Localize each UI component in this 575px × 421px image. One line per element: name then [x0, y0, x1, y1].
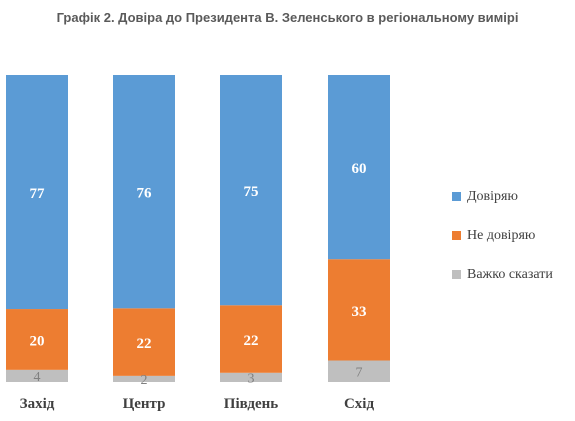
bar-distrust-3: [328, 259, 390, 361]
bar-hard-to-say-0: [6, 369, 68, 382]
bar-trust-1: [113, 75, 175, 309]
data-label: 22: [244, 333, 259, 349]
bar-trust-2: [220, 75, 282, 306]
data-label: 3: [248, 371, 255, 386]
data-label: 7: [356, 365, 363, 380]
x-tick-label: Центр: [123, 396, 166, 412]
legend-swatch: [452, 270, 461, 279]
data-label: 4: [34, 370, 41, 385]
legend-swatch: [452, 231, 461, 240]
legend-label: Довіряю: [467, 188, 518, 204]
legend-item: Довіряю: [452, 187, 553, 206]
legend-item: Важко сказати: [452, 265, 553, 284]
x-axis-tick-labels: Захід Центр Південь Схід: [20, 396, 375, 412]
legend-label: Важко сказати: [467, 266, 553, 282]
data-label: 76: [137, 186, 153, 202]
legend-item: Не довіряю: [452, 226, 553, 245]
data-label: 77: [30, 186, 46, 202]
bar-hard-to-say-3: [328, 360, 390, 382]
bar-hard-to-say-1: [113, 375, 175, 382]
x-tick-label: Захід: [20, 396, 55, 412]
legend-swatch: [452, 192, 461, 201]
bar-distrust-2: [220, 305, 282, 373]
bars-group: [6, 75, 390, 382]
chart-title: Графік 2. Довіра до Президента В. Зеленс…: [56, 10, 519, 25]
legend: Довіряю Не довіряю Важко сказати: [452, 187, 553, 304]
x-tick-label: Південь: [224, 396, 278, 412]
bar-distrust-0: [6, 309, 68, 370]
bar-distrust-1: [113, 308, 175, 376]
data-label: 22: [137, 336, 152, 352]
legend-label: Не довіряю: [467, 227, 536, 243]
data-label: 75: [244, 184, 259, 200]
data-label: 20: [30, 333, 45, 349]
bar-trust-0: [6, 75, 68, 310]
x-tick-label: Схід: [344, 396, 375, 412]
data-label: 2: [141, 373, 148, 388]
data-label: 60: [352, 161, 367, 177]
data-label: 33: [352, 304, 367, 320]
bar-trust-3: [328, 75, 390, 260]
bar-hard-to-say-2: [220, 372, 282, 382]
